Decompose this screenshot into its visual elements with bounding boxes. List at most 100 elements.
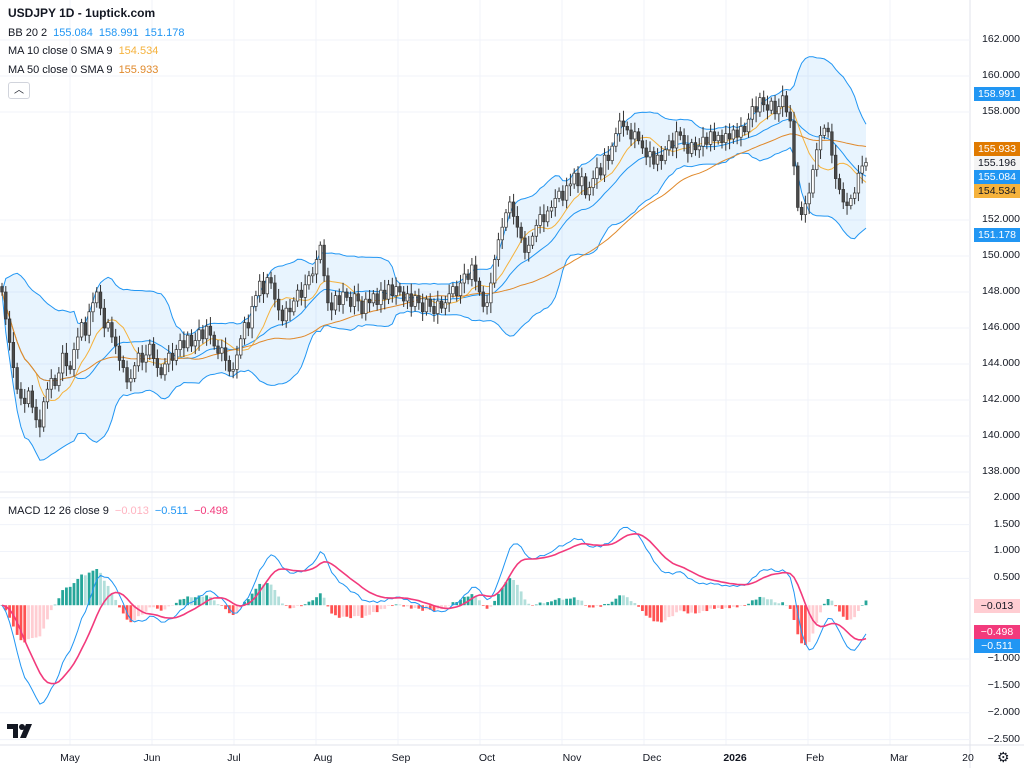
macd-histogram-bar [512, 579, 515, 606]
candle-up [443, 302, 448, 309]
macd-histogram-bar [603, 604, 606, 606]
macd-histogram-bar [303, 604, 307, 606]
tradingview-logo[interactable] [7, 722, 35, 740]
candle-down [212, 334, 216, 347]
candle-down [599, 167, 603, 176]
macd-histogram-bar [269, 584, 273, 606]
candle-up [95, 291, 99, 304]
candle-down [652, 151, 656, 165]
macd-histogram-bar [788, 605, 792, 609]
candle-down [762, 97, 766, 106]
candle-down [189, 334, 194, 347]
macd-histogram-bar [364, 605, 368, 616]
candle-down [799, 207, 804, 215]
macd-histogram-bar [595, 605, 599, 606]
candle-up [136, 352, 141, 367]
candle-up [708, 131, 713, 145]
candle-down [0, 286, 4, 293]
time-axis-label: Mar [889, 752, 909, 764]
candle-down [834, 154, 838, 179]
candle-down [523, 237, 527, 253]
macd-histogram-bar [713, 605, 716, 609]
macd-tag: −0.013 [974, 598, 1020, 613]
macd-histogram-bar [800, 605, 803, 644]
macd-histogram-bar [57, 598, 61, 606]
candle-down [261, 280, 266, 295]
candle-down [583, 176, 588, 196]
macd-histogram-bar [735, 605, 739, 608]
macd-histogram-bar [394, 604, 398, 606]
macd-histogram-bar [193, 597, 197, 606]
candle-down [30, 390, 34, 408]
gear-icon[interactable]: ⚙ [997, 749, 1010, 765]
macd-histogram-bar [504, 582, 508, 606]
candle-up [231, 369, 235, 372]
macd-histogram-bar [648, 605, 652, 618]
macd-histogram-bar [587, 605, 591, 608]
macd-histogram-bar [834, 605, 838, 607]
candle-up [580, 176, 584, 187]
candle-down [348, 297, 353, 307]
candle-up [701, 136, 705, 147]
macd-histogram-bar [637, 605, 641, 607]
macd-histogram-bar [4, 605, 8, 611]
candle-up [197, 329, 201, 341]
macd-signal-value: −0.498 [193, 505, 228, 517]
macd-histogram-bar [53, 604, 57, 606]
macd-histogram-bar [390, 605, 394, 607]
candle-up [852, 192, 857, 199]
macd-histogram-bar [121, 605, 125, 614]
candle-up [595, 167, 599, 179]
macd-histogram-bar [102, 580, 106, 606]
candle-up [318, 244, 322, 260]
macd-histogram-bar [569, 598, 572, 606]
macd-histogram-bar [606, 603, 610, 606]
bb-legend: BB 20 2 155.084 158.991 151.178 [8, 27, 184, 39]
macd-histogram-bar [857, 605, 860, 611]
macd-histogram-bar [129, 605, 133, 623]
candle-down [64, 352, 69, 367]
candle-up [587, 187, 592, 196]
candle-up [663, 149, 667, 161]
macd-histogram-bar [777, 603, 781, 606]
macd-histogram-bar [95, 569, 99, 606]
candle-up [856, 172, 861, 194]
candle-up [822, 127, 826, 136]
macd-histogram-bar [341, 605, 345, 617]
candle-up [864, 162, 868, 167]
macd-histogram-bar [720, 605, 724, 609]
price-tick-label: 138.000 [982, 465, 1020, 477]
candle-up [265, 277, 269, 295]
bb-upper: 158.991 [98, 27, 139, 39]
candle-down [34, 406, 38, 421]
collapse-legend-button[interactable]: ︿ [8, 82, 30, 99]
candle-up [731, 129, 736, 140]
macd-histogram-bar [633, 603, 637, 606]
price-tick-label: 144.000 [982, 357, 1020, 369]
candle-up [204, 325, 209, 340]
macd-histogram-bar [417, 605, 421, 609]
macd-histogram-bar [747, 603, 750, 606]
macd-histogram-bar [515, 584, 519, 606]
macd-histogram-bar [686, 605, 690, 614]
macd-histogram-bar [334, 605, 337, 616]
candle-up [489, 282, 493, 304]
macd-histogram-bar [42, 605, 46, 629]
candle-up [527, 244, 531, 253]
candle-down [455, 286, 459, 296]
ma10-legend: MA 10 close 0 SMA 9 154.534 [8, 45, 158, 57]
macd-histogram-bar [659, 605, 663, 623]
macd-histogram-bar [762, 597, 766, 606]
candle-up [26, 390, 31, 404]
candle-down [326, 275, 330, 304]
candle-down [477, 280, 482, 293]
macd-histogram-bar [356, 605, 360, 616]
macd-histogram-bar [72, 583, 76, 606]
macd-histogram-bar [728, 605, 731, 609]
candle-down [837, 178, 842, 190]
candle-up [60, 352, 65, 374]
macd-histogram-bar [326, 605, 330, 607]
price-tick-label: 142.000 [982, 393, 1020, 405]
macd-histogram-bar [474, 596, 478, 606]
